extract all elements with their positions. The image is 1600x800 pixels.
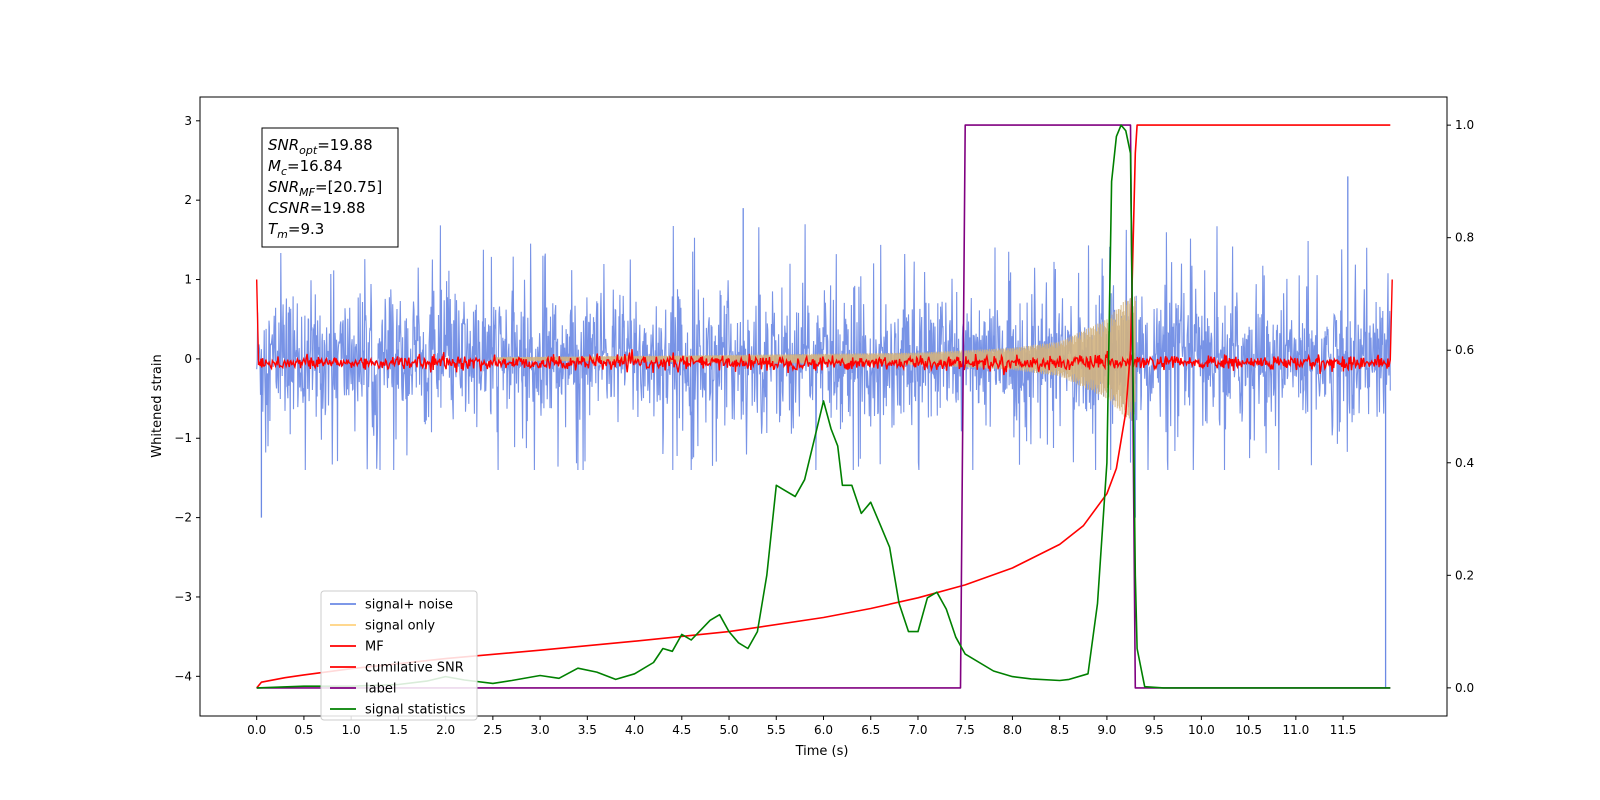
x-tick-label-17: 8.5 [1050,723,1069,737]
x-tick-label-2: 1.0 [342,723,361,737]
x-tick-label-14: 7.0 [908,723,927,737]
legend: signal+ noise signal only MF cumilative SNR… [320,590,478,721]
x-tick-label-11: 5.5 [767,723,786,737]
y-axis-label: Whitened strain [150,354,165,457]
x-tick-label-21: 10.5 [1235,723,1262,737]
x-tick-label-6: 3.0 [531,723,550,737]
annotation-line-2: SNRMF=[20.75] [268,178,382,199]
y-tick-label-2: 1 [184,273,192,287]
annotation-symbol: CSNR [268,199,310,217]
annotation-value: =19.88 [317,136,373,154]
x-tick-label-23: 11.5 [1330,723,1357,737]
x-tick-label-12: 6.0 [814,723,833,737]
y2-tick-label-2: 0.6 [1455,343,1474,357]
annotation-symbol: SNR [268,136,299,154]
annotation-value: =19.88 [310,199,366,217]
annotation-line-1: Mc=16.84 [268,157,343,178]
annotation-line-3: CSNR=19.88 [268,199,365,217]
x-tick-label-13: 6.5 [861,723,880,737]
annotation-symbol: T [268,220,279,238]
y-tick-label-6: −3 [174,590,192,604]
x-tick-label-8: 4.0 [625,723,644,737]
annotation-value: =9.3 [288,220,324,238]
series-mf [255,279,1393,376]
y2-tick-label-3: 0.4 [1455,456,1474,470]
x-tick-label-19: 9.5 [1145,723,1164,737]
y-tick-label-4: −1 [174,431,192,445]
y2-tick-label-4: 0.2 [1455,568,1474,582]
x-tick-label-15: 7.5 [956,723,975,737]
x-tick-label-22: 11.0 [1282,723,1309,737]
annotation-frame [261,127,399,248]
axes-layer: 0.0 0.5 1.0 1.5 2.0 2.5 3.0 3.5 4.0 4.5 5.0 5.5 6.0 6… [174,114,1474,737]
annotation-value: =[20.75] [315,178,382,196]
x-tick-label-20: 10.0 [1188,723,1215,737]
x-tick-label-16: 8.0 [1003,723,1022,737]
series-signal-statistics [256,124,1391,689]
y-tick-label-1: 2 [184,193,192,207]
legend-label-2: MF [365,640,384,655]
y-tick-label-7: −4 [174,669,192,683]
annotation-subscript: c [281,165,287,178]
annotation-line-4: Tm=9.3 [268,220,324,241]
x-tick-label-10: 5.0 [719,723,738,737]
annotation-value: =16.84 [287,157,343,175]
legend-frame [320,590,478,721]
y-tick-label-5: −2 [174,511,192,525]
annotation-symbol: M [268,157,281,175]
legend-label-5: signal statistics [365,703,466,718]
legend-label-1: signal only [365,619,435,634]
series-signal-noise [256,224,1391,471]
legend-label-4: label [365,682,396,697]
x-tick-label-9: 4.5 [672,723,691,737]
x-tick-label-1: 0.5 [294,723,313,737]
y2-tick-label-1: 0.8 [1455,231,1474,245]
x-tick-label-5: 2.5 [483,723,502,737]
annotation-line-0: SNRopt=19.88 [268,136,373,157]
x-tick-label-0: 0.0 [247,723,266,737]
annotation-symbol: SNR [268,178,299,196]
annotation-subscript: MF [299,186,315,199]
x-tick-label-7: 3.5 [578,723,597,737]
x-axis-label: Time (s) [795,744,849,759]
annotation-box: SNRopt=19.88Mc=16.84SNRMF=[20.75]CSNR=19… [261,127,399,248]
legend-label-3: cumilative SNR [365,661,464,676]
annotation-subscript: m [277,228,288,241]
y-tick-label-0: 3 [184,114,192,128]
annotation-subscript: opt [299,144,318,157]
legend-label-0: signal+ noise [365,598,453,613]
x-tick-label-3: 1.5 [389,723,408,737]
y2-tick-label-5: 0.0 [1455,681,1474,695]
y-tick-label-3: 0 [184,352,192,366]
x-tick-label-18: 9.0 [1097,723,1116,737]
y2-tick-label-0: 1.0 [1455,118,1474,132]
x-tick-label-4: 2.0 [436,723,455,737]
